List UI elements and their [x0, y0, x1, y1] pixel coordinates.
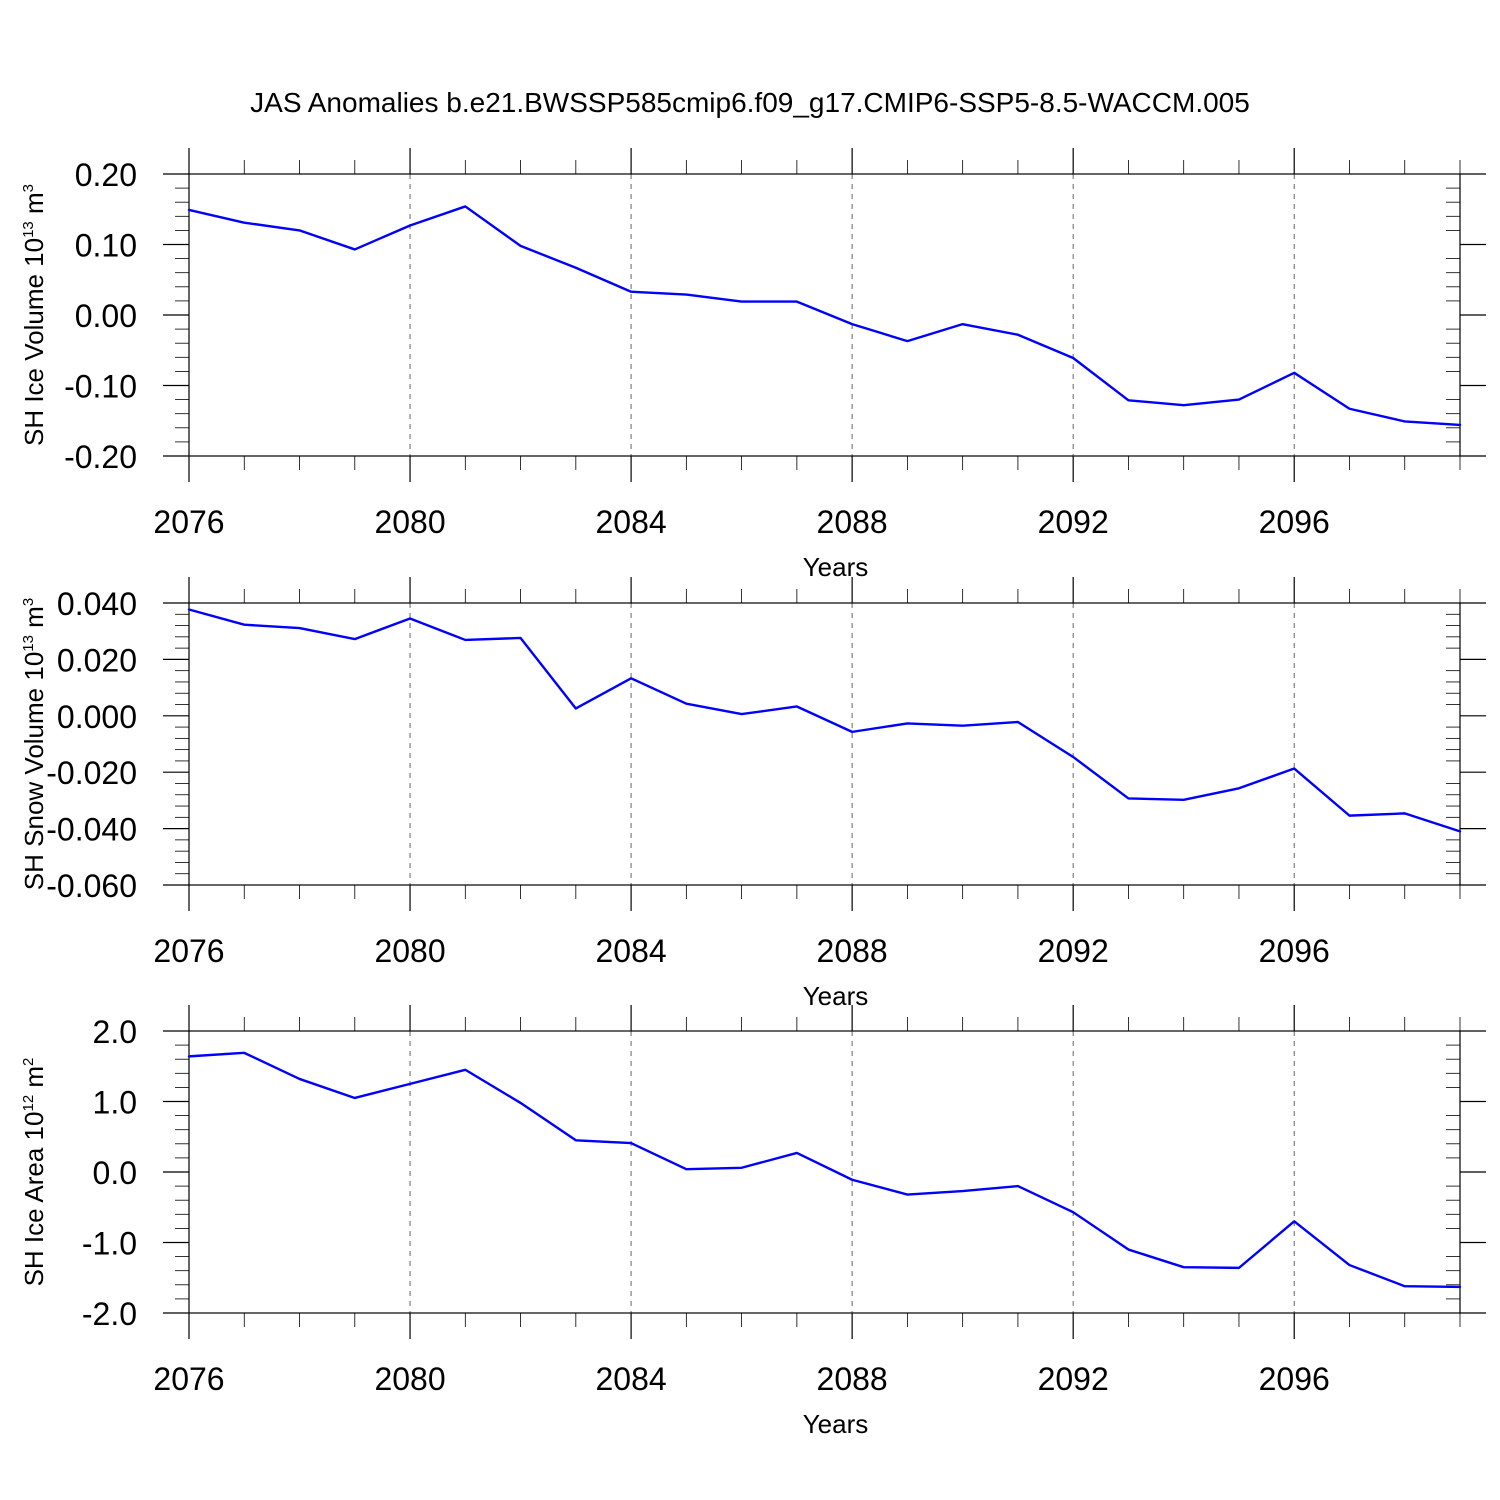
- y-tick-label: 0.040: [57, 586, 137, 622]
- y-axis-title: SH Ice Volume 1013 m3: [19, 184, 49, 446]
- x-tick-label: 2092: [1038, 1361, 1109, 1397]
- series-line: [187, 205, 1462, 427]
- x-tick-label: 2076: [153, 1361, 224, 1397]
- plot-frame: [188, 1030, 1461, 1314]
- y-title-exponent: 13: [20, 221, 37, 238]
- y-tick-label: -0.060: [46, 868, 137, 904]
- x-tick-label: 2084: [595, 1361, 666, 1397]
- x-tick-label: 2084: [595, 504, 666, 540]
- x-tick-label: 2080: [374, 1361, 445, 1397]
- x-tick-label: 2092: [1038, 933, 1109, 969]
- y-title-unit-exponent: 3: [20, 184, 37, 192]
- y-tick-label: -0.20: [64, 439, 137, 475]
- y-axis-title: SH Snow Volume 1013 m3: [19, 598, 49, 890]
- y-tick-label: -0.020: [46, 755, 137, 791]
- y-tick-label: 0.020: [57, 642, 137, 678]
- x-tick-label: 2076: [153, 933, 224, 969]
- plot-frame: [188, 173, 1461, 457]
- main-title: JAS Anomalies b.e21.BWSSP585cmip6.f09_g1…: [250, 87, 1250, 118]
- y-tick-label: 0.0: [93, 1155, 137, 1191]
- y-tick-label: 1.0: [93, 1085, 137, 1121]
- y-title-unit: m: [19, 606, 49, 635]
- y-tick-label: -1.0: [82, 1226, 137, 1262]
- y-tick-label: -0.040: [46, 812, 137, 848]
- y-title-unit-exponent: 3: [20, 598, 37, 606]
- x-tick-label: 2088: [817, 504, 888, 540]
- y-title-text: SH Ice Volume 10: [19, 238, 49, 446]
- x-axis-title: Years: [803, 1409, 869, 1439]
- y-title-text: SH Snow Volume 10: [19, 652, 49, 890]
- x-tick-label: 2096: [1259, 1361, 1330, 1397]
- y-tick-label: 0.20: [75, 157, 137, 193]
- y-title-text: SH Ice Area 10: [19, 1112, 49, 1287]
- x-tick-label: 2076: [153, 504, 224, 540]
- y-tick-label: -0.10: [64, 369, 137, 405]
- x-tick-label: 2080: [374, 933, 445, 969]
- x-tick-label: 2080: [374, 504, 445, 540]
- y-title-exponent: 13: [20, 635, 37, 652]
- series-line: [187, 608, 1462, 833]
- y-tick-label: 0.10: [75, 228, 137, 264]
- y-axis-title: SH Ice Area 1012 m2: [19, 1058, 49, 1287]
- plot-frame: [188, 602, 1461, 886]
- x-tick-label: 2084: [595, 933, 666, 969]
- series-line: [187, 1051, 1462, 1289]
- y-tick-label: 0.00: [75, 298, 137, 334]
- panel-ice-area: 2076 2080 2084 2088 2092 2096 2.0 1.0 0.0 -1.0 -2.…: [19, 1005, 1486, 1439]
- y-title-unit: m: [19, 1066, 49, 1095]
- x-axis-title: Years: [803, 981, 869, 1011]
- x-axis-title: Years: [803, 552, 869, 582]
- panel-ice-volume: 2076 2080 2084 2088 2092 2096 0.20 0.10 0.00 -0.1…: [19, 148, 1486, 582]
- y-tick-label: 0.000: [57, 699, 137, 735]
- y-title-unit-exponent: 2: [20, 1058, 37, 1066]
- x-tick-label: 2088: [817, 933, 888, 969]
- x-tick-label: 2088: [817, 1361, 888, 1397]
- y-title-exponent: 12: [20, 1095, 37, 1112]
- panel-snow-volume: 2076 2080 2084 2088 2092 2096 0.040 0.020 0.000 -…: [19, 577, 1486, 1011]
- x-tick-label: 2096: [1259, 933, 1330, 969]
- y-tick-label: -2.0: [82, 1296, 137, 1332]
- y-tick-label: 2.0: [93, 1014, 137, 1050]
- x-tick-label: 2092: [1038, 504, 1109, 540]
- x-tick-label: 2096: [1259, 504, 1330, 540]
- y-title-unit: m: [19, 192, 49, 221]
